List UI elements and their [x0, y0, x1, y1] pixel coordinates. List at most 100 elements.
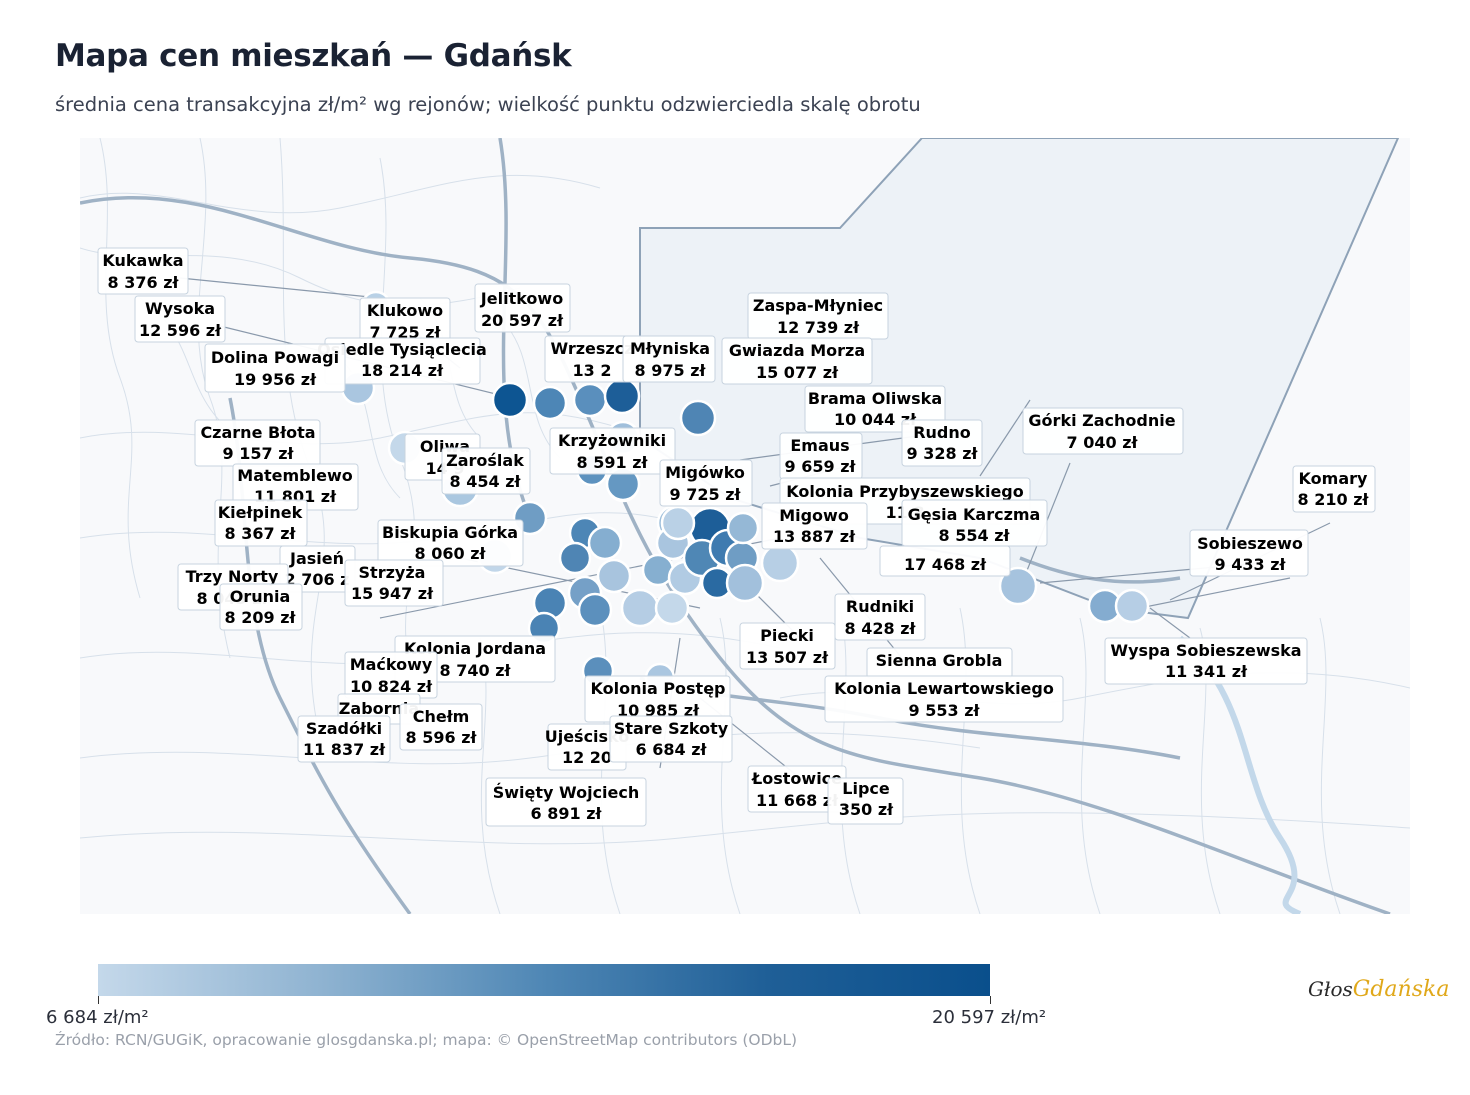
label-price: 8 554 zł — [939, 526, 1011, 545]
point[interactable] — [603, 377, 641, 415]
point[interactable] — [572, 382, 608, 418]
point[interactable] — [587, 525, 623, 561]
label-czarne-blota[interactable]: Czarne Błota 9 157 zł — [194, 419, 321, 467]
point[interactable] — [596, 558, 632, 594]
point[interactable] — [1114, 588, 1150, 624]
label-chelm[interactable]: Chełm 8 596 zł — [399, 703, 483, 751]
point[interactable] — [679, 399, 717, 437]
label-name: Orunia — [230, 587, 291, 606]
label-klukowo[interactable]: Klukowo 7 725 zł — [359, 297, 451, 345]
label-mlyniska[interactable]: Młyniska 8 975 zł — [622, 335, 716, 383]
brand-logo: GłosGdańska — [1308, 977, 1449, 1002]
point[interactable] — [532, 385, 568, 421]
label-price: 20 597 zł — [481, 311, 564, 330]
label-price: 15 947 zł — [351, 584, 434, 603]
point-jelitkowo[interactable] — [491, 381, 529, 419]
label-gesia-karczma[interactable]: Gęsia Karczma 8 554 zł — [901, 499, 1048, 547]
point[interactable] — [620, 588, 660, 628]
label-name: Zabornia — [339, 699, 419, 718]
label-price: 12 596 zł — [139, 321, 222, 340]
label-migowo[interactable]: Migowo 13 887 zł — [761, 502, 868, 550]
label-kielpinek[interactable]: Kiełpinek 8 367 zł — [214, 499, 308, 547]
point[interactable] — [998, 566, 1038, 606]
label-price: 13 887 zł — [773, 527, 856, 546]
label-zaroslak[interactable]: Zaroślak 8 454 zł — [441, 447, 531, 495]
label-price: 11 837 zł — [303, 740, 386, 759]
label-price: 9 725 zł — [670, 485, 742, 504]
label-price: 8 975 zł — [635, 361, 707, 380]
label-wyspa-sobieszewska[interactable]: Wyspa Sobieszewska 11 341 zł — [1104, 637, 1308, 685]
label-rudniki[interactable]: Rudniki 8 428 zł — [834, 593, 926, 641]
point[interactable] — [660, 505, 696, 541]
label-price: 8 428 zł — [845, 619, 917, 638]
label-matemblewo[interactable]: Matemblewo 11 801 zł — [232, 463, 359, 511]
label-dolina-powagi[interactable]: Dolina Powagi 19 956 zł — [204, 343, 346, 393]
label-name: Wyspa Sobieszewska — [1110, 641, 1301, 660]
label-kukawka[interactable]: Kukawka 8 376 zł — [97, 247, 189, 295]
river — [1178, 635, 1302, 914]
label-name: Gwiazda Morza — [729, 341, 865, 360]
label-kolonia-postep[interactable]: Kolonia Postęp 10 985 zł — [584, 675, 731, 723]
point[interactable] — [760, 543, 800, 583]
label-lostowice[interactable]: Łostowice 11 668 zł — [747, 765, 847, 813]
point[interactable] — [725, 563, 765, 603]
label-sienna-grobla[interactable]: Sienna Grobla — [866, 647, 1013, 679]
point[interactable] — [726, 511, 760, 545]
label-zaspa-mlyniec[interactable]: Zaspa-Młyniec 12 739 zł — [747, 292, 889, 340]
label-kolonia-lewartowskiego[interactable]: Kolonia Lewartowskiego 9 553 zł — [824, 675, 1064, 723]
label-osiedle-tysiaclecia[interactable]: Osiedle Tysiąclecia 18 214 zł — [317, 337, 487, 385]
label-piecki[interactable]: Piecki 13 507 zł — [739, 622, 836, 670]
label-wysoka[interactable]: Wysoka 12 596 zł — [134, 295, 226, 343]
label-price: 15 077 zł — [756, 363, 839, 382]
label-name: Sobieszewo — [1197, 534, 1303, 553]
label-migowko[interactable]: Migówko 9 725 zł — [659, 459, 753, 507]
label-wrzeszcz[interactable]: Wrzeszcz 13 2 — [544, 335, 641, 383]
colorbar-max-label: 20 597 zł/m² — [932, 1007, 1047, 1028]
logo-part-2: Gdańska — [1352, 977, 1450, 1002]
label-name: Kolonia Przybyszewskiego — [786, 482, 1023, 501]
label-name: Kolonia Lewartowskiego — [834, 679, 1054, 698]
label-name: Młyniska — [630, 339, 710, 358]
label-szadolki[interactable]: Szadółki 11 837 zł — [297, 715, 391, 763]
label-name: Piecki — [760, 626, 814, 645]
label-mackowy[interactable]: Maćkowy 10 824 zł — [344, 651, 438, 699]
label-name: Czarne Błota — [200, 423, 315, 442]
label-name: Matemblewo — [237, 466, 352, 485]
label-sobieszewo[interactable]: Sobieszewo 9 433 zł — [1189, 529, 1309, 577]
label-jelitkowo[interactable]: Jelitkowo 20 597 zł — [474, 283, 571, 333]
label-name: Brama Oliwska — [808, 389, 942, 408]
label-orunia[interactable]: Orunia 8 209 zł — [219, 583, 303, 631]
label-price: 18 214 zł — [361, 361, 444, 380]
label-biskupia-gorka[interactable]: Biskupia Górka 8 060 zł — [377, 519, 524, 567]
label-name: Kiełpinek — [218, 503, 303, 522]
label-emaus[interactable]: Emaus 9 659 zł — [779, 432, 863, 480]
label-name: Ujeścisko — [545, 727, 630, 746]
label-price: 7 040 zł — [1067, 433, 1139, 452]
label-price-17468[interactable]: 17 468 zł — [879, 545, 1011, 577]
label-rudno[interactable]: Rudno 9 328 zł — [901, 419, 983, 467]
source-note: Źródło: RCN/GUGiK, opracowanie glosgdans… — [55, 1031, 798, 1049]
label-stare-szkoty[interactable]: Stare Szkoty 6 684 zł — [609, 715, 733, 763]
label-lipce[interactable]: Lipce 350 zł — [827, 777, 904, 825]
label-name: Lipce — [842, 779, 890, 798]
label-price: 9 433 zł — [1215, 555, 1287, 574]
label-name: Wrzeszcz — [550, 339, 633, 358]
city-map[interactable]: Kukawka 8 376 zł Wysoka 12 596 zł Klukow… — [80, 138, 1410, 914]
label-ujescisko[interactable]: Ujeścisko 12 20 — [545, 723, 630, 771]
label-name: Chełm — [413, 707, 470, 726]
colorbar-max-tick — [990, 996, 991, 1004]
label-price: 8 740 zł — [440, 661, 512, 680]
label-name: Dolina Powagi — [211, 348, 339, 367]
label-strzyza[interactable]: Strzyża 15 947 zł — [344, 559, 444, 607]
label-price: 8 209 zł — [225, 608, 297, 627]
label-name: Migówko — [665, 463, 745, 482]
label-price: 13 2 — [573, 361, 612, 380]
label-komary[interactable]: Komary 8 210 zł — [1292, 465, 1376, 513]
label-gorki-zachodnie[interactable]: Górki Zachodnie 7 040 zł — [1022, 407, 1184, 455]
point[interactable] — [558, 541, 592, 575]
label-krzyzowniki[interactable]: Krzyżowniki 8 591 zł — [549, 427, 676, 475]
point[interactable] — [577, 592, 613, 628]
label-swiety-wojciech[interactable]: Święty Wojciech 6 891 zł — [485, 777, 647, 827]
point[interactable] — [654, 590, 690, 626]
label-gwiazda-morza[interactable]: Gwiazda Morza 15 077 zł — [721, 337, 873, 385]
